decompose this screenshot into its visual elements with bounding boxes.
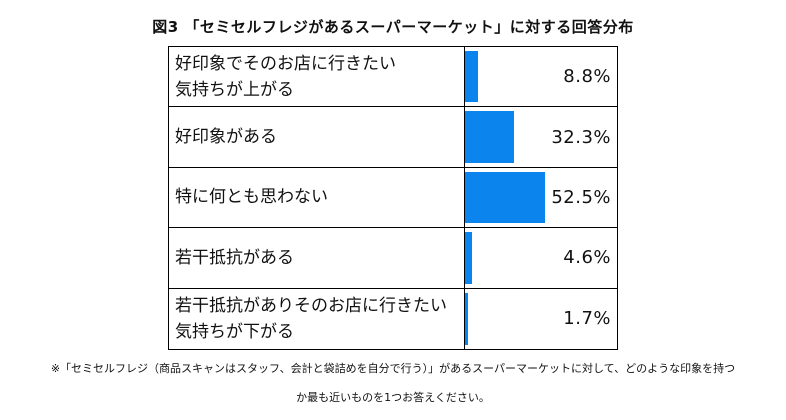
bar xyxy=(465,232,472,284)
value-label: 52.5% xyxy=(551,186,611,208)
bar-cell: 1.7% xyxy=(465,289,617,349)
bar-cell: 4.6% xyxy=(465,228,617,287)
value-label: 4.6% xyxy=(563,247,611,269)
bar-cell: 52.5% xyxy=(465,168,617,227)
category-label-cell: 好印象がある xyxy=(169,107,465,167)
value-label: 1.7% xyxy=(563,308,611,330)
bar xyxy=(465,51,479,103)
value-label: 32.3% xyxy=(551,126,611,148)
bar xyxy=(465,292,468,345)
chart-row: 好印象がある 32.3% xyxy=(169,107,617,168)
bar xyxy=(465,111,515,163)
bar xyxy=(465,171,545,224)
footnote-line-1: ※「セミセルフレジ（商品スキャンはスタッフ、会計と袋詰めを自分で行う）」があるス… xyxy=(50,362,736,375)
category-label-cell: 若干抵抗がある xyxy=(169,228,465,288)
category-label: 若干抵抗がある xyxy=(175,247,294,268)
chart-row: 好印象でそのお店に行きたい 気持ちが上がる 8.8% xyxy=(169,47,617,108)
category-label: 好印象がある xyxy=(175,127,277,148)
chart-title: 図3 「セミセルフレジがあるスーパーマーケット」に対する回答分布 xyxy=(152,18,634,36)
bar-cell: 8.8% xyxy=(465,47,617,106)
chart-row: 若干抵抗がある 4.6% xyxy=(169,228,617,289)
bar-chart: 好印象でそのお店に行きたい 気持ちが上がる 8.8% 好印象がある 32.3% 特に何とも… xyxy=(168,46,618,350)
category-label: 好印象でそのお店に行きたい 気持ちが上がる xyxy=(175,53,396,100)
category-label: 特に何とも思わない xyxy=(175,187,328,208)
chart-row: 若干抵抗がありそのお店に行きたい 気持ちが下がる 1.7% xyxy=(169,288,617,349)
category-label-cell: 若干抵抗がありそのお店に行きたい 気持ちが下がる xyxy=(169,288,465,349)
bar-cell: 32.3% xyxy=(465,107,617,166)
chart-row: 特に何とも思わない 52.5% xyxy=(169,167,617,229)
footnote-line-2: か最も近いものを1つお答えください。 xyxy=(296,391,490,404)
category-label-cell: 特に何とも思わない xyxy=(169,167,465,228)
value-label: 8.8% xyxy=(563,66,611,88)
category-label: 若干抵抗がありそのお店に行きたい 気持ちが下がる xyxy=(175,295,447,342)
category-label-cell: 好印象でそのお店に行きたい 気持ちが上がる xyxy=(169,47,465,107)
